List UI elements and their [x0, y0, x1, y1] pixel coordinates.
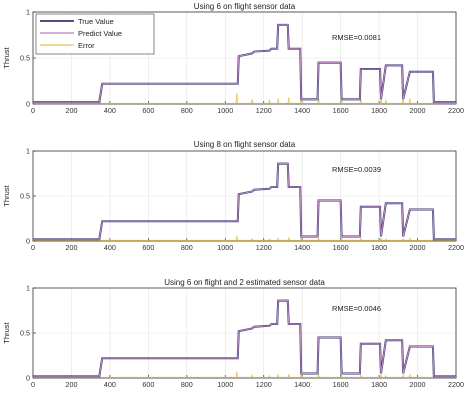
subplot-3-plot-area: 0 200 400 600 800 1000 1200 1400 1600 1800 2000 220… [20, 284, 464, 390]
x-tick-label: 0 [31, 243, 35, 252]
x-tick-label: 1600 [333, 243, 349, 252]
x-tick-label: 1800 [371, 243, 387, 252]
y-tick-label: 1 [26, 147, 30, 156]
subplot-2-plot-area: 0 200 400 600 800 1000 1200 1400 1600 1800 2000 220… [20, 147, 464, 253]
subplot-1-plot-area: 0 200 400 600 800 1000 1200 1400 1600 1800 2000 220… [20, 8, 464, 116]
series-line-error [33, 235, 456, 241]
x-tick-label: 800 [181, 106, 193, 115]
subplot-2-title: Using 8 on flight sensor data [194, 140, 296, 149]
x-tick-label: 400 [104, 106, 116, 115]
subplot-1-ylabel: Thrust [2, 46, 11, 68]
subplot-1: Using 6 on flight sensor data Thrust 0 20… [2, 2, 464, 115]
series-line-error [33, 371, 456, 378]
x-tick-label: 1400 [294, 106, 310, 115]
x-tick-label: 1200 [256, 380, 272, 389]
x-tick-label: 400 [104, 243, 116, 252]
x-tick-label: 1000 [217, 243, 233, 252]
x-tick-label: 2000 [410, 380, 426, 389]
subplot-3-rmse-label: RMSE=0.0046 [332, 304, 381, 313]
legend: True Value Predict Value Error [35, 13, 155, 55]
x-tick-label: 1600 [333, 380, 349, 389]
x-tick-label: 2000 [410, 243, 426, 252]
x-tick-label: 0 [31, 380, 35, 389]
x-tick-label: 200 [65, 106, 77, 115]
x-tick-label: 1000 [217, 380, 233, 389]
y-tick-label: 0 [26, 237, 30, 246]
y-tick-label: 0.5 [20, 329, 30, 338]
legend-label-true-value: True Value [78, 17, 114, 26]
subplot-2-ylabel: Thrust [2, 184, 11, 206]
x-tick-label: 2200 [448, 380, 464, 389]
x-tick-label: 400 [104, 380, 116, 389]
x-tick-label: 600 [142, 380, 154, 389]
x-tick-label: 1600 [333, 106, 349, 115]
x-tick-label: 1400 [294, 243, 310, 252]
subplot-2-rmse-label: RMSE=0.0039 [332, 165, 381, 174]
x-tick-label: 1800 [371, 106, 387, 115]
x-tick-label: 1200 [256, 106, 272, 115]
subplot-1-title: Using 6 on flight sensor data [194, 2, 296, 11]
x-tick-label: 200 [65, 243, 77, 252]
subplot-3-ylabel: Thrust [2, 321, 11, 343]
y-tick-label: 0.5 [20, 54, 30, 63]
x-tick-label: 2200 [448, 243, 464, 252]
series-line-predict-value [33, 24, 456, 103]
x-tick-label: 800 [181, 243, 193, 252]
y-tick-label: 0 [26, 100, 30, 109]
series-line-predict-value [33, 300, 456, 377]
x-tick-label: 600 [142, 106, 154, 115]
legend-label-error: Error [78, 41, 95, 50]
x-tick-label: 800 [181, 380, 193, 389]
x-tick-label: 1000 [217, 106, 233, 115]
subplot-3: Using 6 on flight and 2 estimated sensor… [2, 278, 464, 389]
y-tick-label: 1 [26, 8, 30, 17]
x-tick-label: 2200 [448, 106, 464, 115]
x-tick-label: 1200 [256, 243, 272, 252]
y-tick-label: 1 [26, 284, 30, 293]
y-tick-label: 0 [26, 374, 30, 383]
x-tick-label: 2000 [410, 106, 426, 115]
subplot-3-title: Using 6 on flight and 2 estimated sensor… [164, 278, 325, 287]
legend-label-predict-value: Predict Value [78, 29, 122, 38]
x-tick-label: 1800 [371, 380, 387, 389]
series-line-predict-value [33, 163, 456, 240]
x-tick-label: 0 [31, 106, 35, 115]
subplot-1-rmse-label: RMSE=0.0081 [332, 33, 381, 42]
x-tick-label: 1400 [294, 380, 310, 389]
x-tick-label: 600 [142, 243, 154, 252]
x-tick-label: 200 [65, 380, 77, 389]
subplot-2: Using 8 on flight sensor data Thrust 0 20… [2, 140, 464, 252]
y-tick-label: 0.5 [20, 192, 30, 201]
